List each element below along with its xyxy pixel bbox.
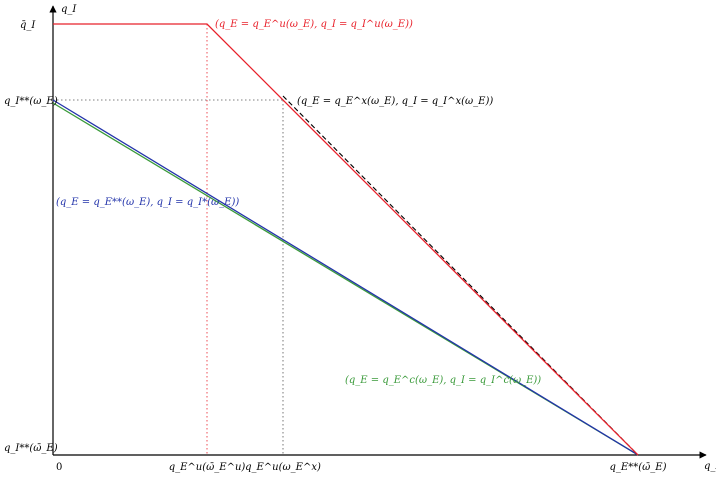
origin-label: 0 bbox=[56, 462, 62, 473]
x-axis-label: q_E bbox=[704, 461, 716, 472]
x-tick-first: q_E^u(ω̄_E^u) bbox=[169, 462, 246, 473]
y-tick-bottom: q_I**(ω̄_E) bbox=[4, 443, 58, 454]
black-dashed-curve-label: (q_E = q_E^x(ω_E), q_I = q_I^x(ω_E)) bbox=[297, 96, 493, 107]
blue-curve-label: (q_E = q_E**(ω_E), q_I = q_I*(ω_E)) bbox=[56, 197, 239, 208]
blue-curve bbox=[52, 99, 639, 456]
red-curve-label: (q_E = q_E^u(ω_E), q_I = q_I^u(ω_E)) bbox=[215, 19, 413, 30]
y-tick-top: q̄_I bbox=[20, 20, 36, 31]
y-axis-label: q_I bbox=[61, 4, 77, 15]
y-tick-middle: q_I**(ω_E) bbox=[4, 96, 58, 107]
x-tick-second: q_E^u(ω_E^x) bbox=[245, 462, 321, 473]
green-curve-label: (q_E = q_E^c(ω_E), q_I = q_I^c(ω_E)) bbox=[345, 375, 541, 386]
x-tick-third: q_E**(ω̄_E) bbox=[610, 462, 667, 473]
red-curve bbox=[53, 23, 639, 456]
